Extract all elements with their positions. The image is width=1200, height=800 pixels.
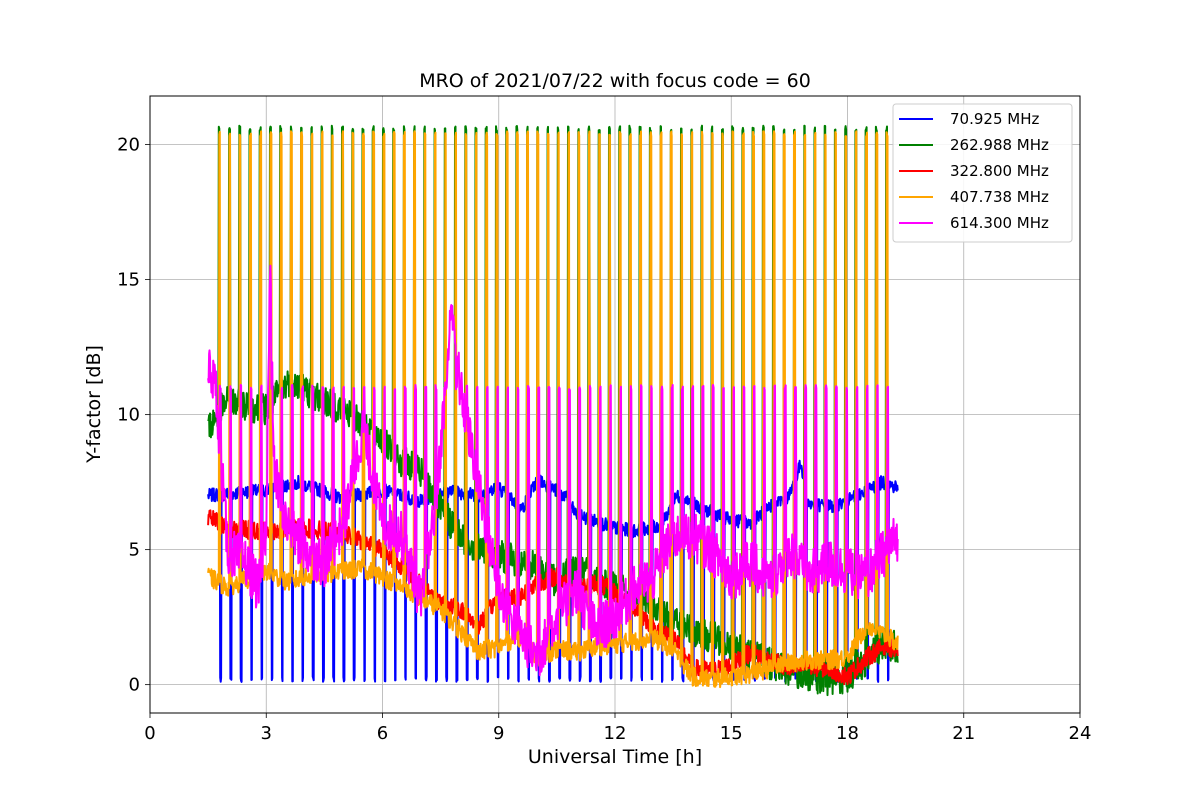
x-tick-label: 0 [144,723,155,744]
x-tick-label: 21 [952,723,975,744]
legend-entry: 407.738 MHz [950,188,1049,206]
plot-area [207,124,899,697]
x-tick-label: 15 [720,723,743,744]
series-line-4 [207,264,899,677]
x-tick-label: 18 [836,723,859,744]
legend-entry: 322.800 MHz [950,162,1049,180]
legend: 70.925 MHz 262.988 MHz 322.800 MHz 407.738 … [892,103,1073,243]
legend-box [892,103,1073,243]
x-tick-label: 24 [1069,723,1092,744]
x-tick-label: 3 [261,723,272,744]
chart-title: MRO of 2021/07/22 with focus code = 60 [419,70,811,92]
y-tick-label: 0 [129,675,140,696]
x-tick-label: 6 [377,723,388,744]
series-line-3 [207,130,899,689]
y-tick-label: 10 [117,405,140,426]
x-tick-label: 9 [493,723,504,744]
series-group [207,124,899,697]
y-axis-label: Y-factor [dB] [83,345,105,464]
y-tick-label: 5 [129,540,140,561]
y-tick-label: 15 [117,270,140,291]
ticks: 0 3 6 9 12 15 18 21 24 0 5 10 15 20 [117,135,1091,744]
legend-entry: 614.300 MHz [950,214,1049,232]
y-tick-label: 20 [117,135,140,156]
legend-entry: 70.925 MHz [950,110,1039,128]
x-tick-label: 12 [604,723,627,744]
x-axis-label: Universal Time [h] [528,746,702,768]
legend-entry: 262.988 MHz [950,136,1049,154]
